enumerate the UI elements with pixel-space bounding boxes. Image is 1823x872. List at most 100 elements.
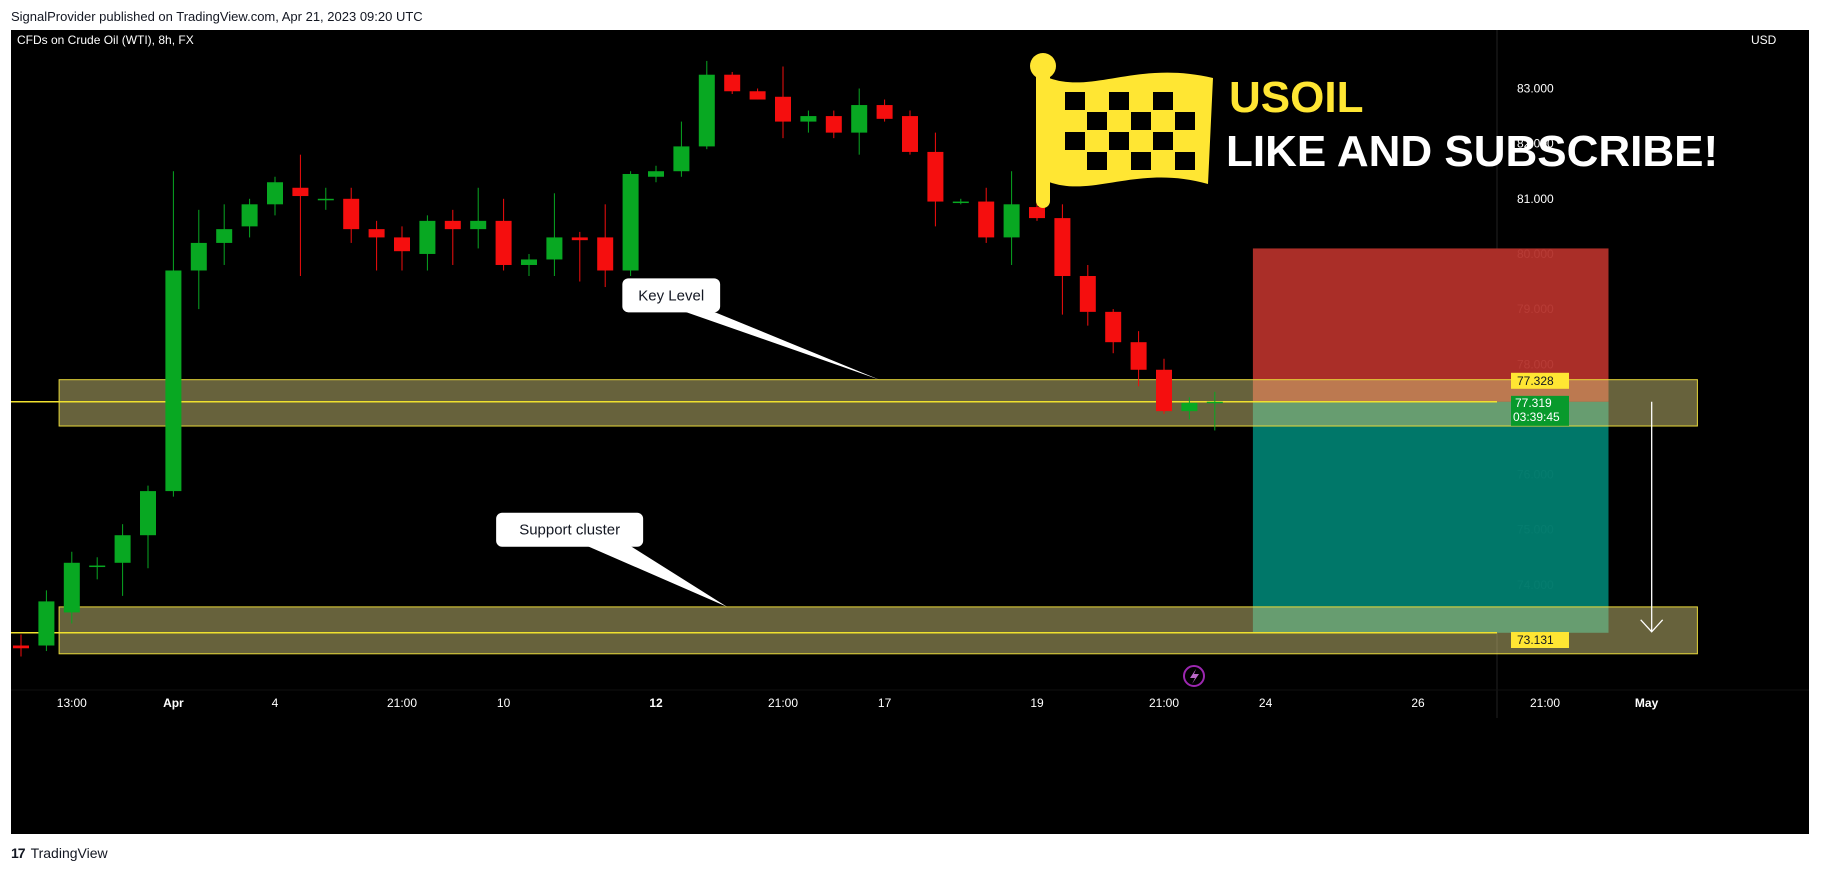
promo-cta: LIKE AND SUBSCRIBE!: [1226, 127, 1718, 176]
flag-check: [1131, 112, 1151, 130]
support-zone[interactable]: [58, 606, 1698, 655]
candle-body[interactable]: [978, 201, 995, 238]
flag-check: [1153, 92, 1173, 110]
candle-body[interactable]: [165, 270, 182, 492]
flag-check: [1153, 132, 1173, 150]
candle-body[interactable]: [394, 237, 410, 252]
flag-check: [1065, 132, 1085, 150]
candle-body[interactable]: [927, 151, 944, 202]
x-tick-label: 21:00: [1530, 696, 1560, 710]
candle-body[interactable]: [876, 105, 893, 119]
x-tick-label: 26: [1411, 696, 1425, 710]
flag-check: [1087, 152, 1107, 170]
callout-box[interactable]: [496, 512, 644, 547]
flag-check: [1131, 152, 1151, 170]
candle-body[interactable]: [63, 562, 80, 613]
x-tick-label: Apr: [163, 696, 184, 710]
tradingview-brand: TradingView: [30, 845, 108, 861]
tv-logo-icon: 17: [11, 845, 26, 861]
candle-body[interactable]: [216, 229, 233, 243]
candle-body[interactable]: [368, 229, 385, 238]
candle-body[interactable]: [495, 220, 512, 265]
candle-body[interactable]: [1156, 369, 1172, 412]
candle-body[interactable]: [571, 237, 588, 241]
price-chart[interactable]: CFDs on Crude Oil (WTI), 8h, FX USD 83.0…: [11, 30, 1809, 834]
target-arrow-head: [1640, 619, 1664, 633]
x-tick-label: 12: [649, 696, 663, 710]
candle-body[interactable]: [673, 146, 690, 172]
flag-check: [1065, 92, 1085, 110]
candle-body[interactable]: [292, 187, 309, 197]
price-line-text: 77.328: [1517, 374, 1554, 388]
x-tick-label: 21:00: [387, 696, 417, 710]
flag-check: [1175, 112, 1195, 130]
callout-box[interactable]: [622, 278, 721, 313]
price-line-text: 73.131: [1517, 633, 1554, 647]
candle-body[interactable]: [190, 242, 207, 271]
current-price-label: [1511, 395, 1569, 426]
tradingview-logo[interactable]: 17 TradingView: [11, 845, 108, 861]
flag-check: [1109, 92, 1129, 110]
lightning-bolt-glyph: [1190, 669, 1199, 684]
candle-body[interactable]: [470, 220, 487, 230]
flag-pole: [1036, 66, 1050, 208]
y-tick-label: 82.000: [1517, 137, 1554, 151]
callout-label: Support cluster: [519, 522, 620, 539]
candle-body[interactable]: [267, 182, 283, 205]
candle-body[interactable]: [825, 116, 842, 133]
flag-check: [1109, 132, 1129, 150]
x-tick-label: 4: [272, 696, 279, 710]
callout-pointer: [584, 544, 728, 607]
candle-body[interactable]: [521, 259, 537, 265]
candle-body[interactable]: [89, 565, 106, 568]
promo-symbol: USOIL: [1229, 73, 1363, 122]
x-tick-label: May: [1635, 696, 1659, 710]
candle-body[interactable]: [698, 74, 715, 147]
candle-body[interactable]: [114, 535, 131, 563]
bar-countdown-text: 03:39:45: [1513, 410, 1560, 424]
take-profit-zone[interactable]: [1252, 401, 1609, 633]
chart-area[interactable]: CFDs on Crude Oil (WTI), 8h, FX USD 83.0…: [11, 30, 1809, 834]
key-level-zone[interactable]: [58, 379, 1698, 427]
candle-body[interactable]: [749, 91, 766, 100]
x-tick-label: 13:00: [57, 696, 87, 710]
x-tick-label: 19: [1030, 696, 1044, 710]
callout-pointer: [681, 310, 880, 380]
lightning-icon[interactable]: [1183, 665, 1205, 687]
candle-body[interactable]: [419, 220, 436, 254]
candle-body[interactable]: [13, 645, 29, 649]
y-tick-label: 83.000: [1517, 82, 1554, 96]
candle-body[interactable]: [902, 116, 918, 152]
candle-body[interactable]: [343, 198, 360, 230]
candle-body[interactable]: [317, 198, 334, 201]
callout-label: Key Level: [638, 287, 704, 304]
publisher-header: SignalProvider published on TradingView.…: [11, 9, 423, 24]
candle-body[interactable]: [38, 601, 55, 646]
candle-body[interactable]: [1105, 311, 1122, 343]
x-tick-label: 21:00: [1149, 696, 1179, 710]
candle-body[interactable]: [1181, 402, 1198, 412]
candle-body[interactable]: [851, 105, 868, 133]
candle-body[interactable]: [241, 204, 258, 227]
candle-body[interactable]: [775, 96, 791, 122]
candle-body[interactable]: [952, 201, 969, 204]
candle-body[interactable]: [1206, 401, 1223, 404]
candle-body[interactable]: [724, 74, 741, 92]
x-tick-label: 21:00: [768, 696, 798, 710]
candle-body[interactable]: [648, 171, 664, 177]
candle-body[interactable]: [140, 491, 156, 536]
candle-body[interactable]: [1054, 218, 1071, 277]
y-tick-label: 81.000: [1517, 192, 1554, 206]
candle-body[interactable]: [444, 220, 461, 230]
candle-body[interactable]: [1130, 342, 1147, 370]
candle-body[interactable]: [622, 173, 639, 271]
candle-body[interactable]: [1029, 207, 1045, 219]
candle-body[interactable]: [1079, 276, 1096, 312]
candle-body[interactable]: [1003, 204, 1020, 238]
currency-label: USD: [1751, 33, 1777, 47]
price-line-label: [1511, 632, 1569, 648]
candle-body[interactable]: [800, 116, 817, 122]
current-price-text: 77.319: [1515, 396, 1552, 410]
candle-body[interactable]: [597, 237, 614, 271]
candle-body[interactable]: [546, 237, 563, 260]
